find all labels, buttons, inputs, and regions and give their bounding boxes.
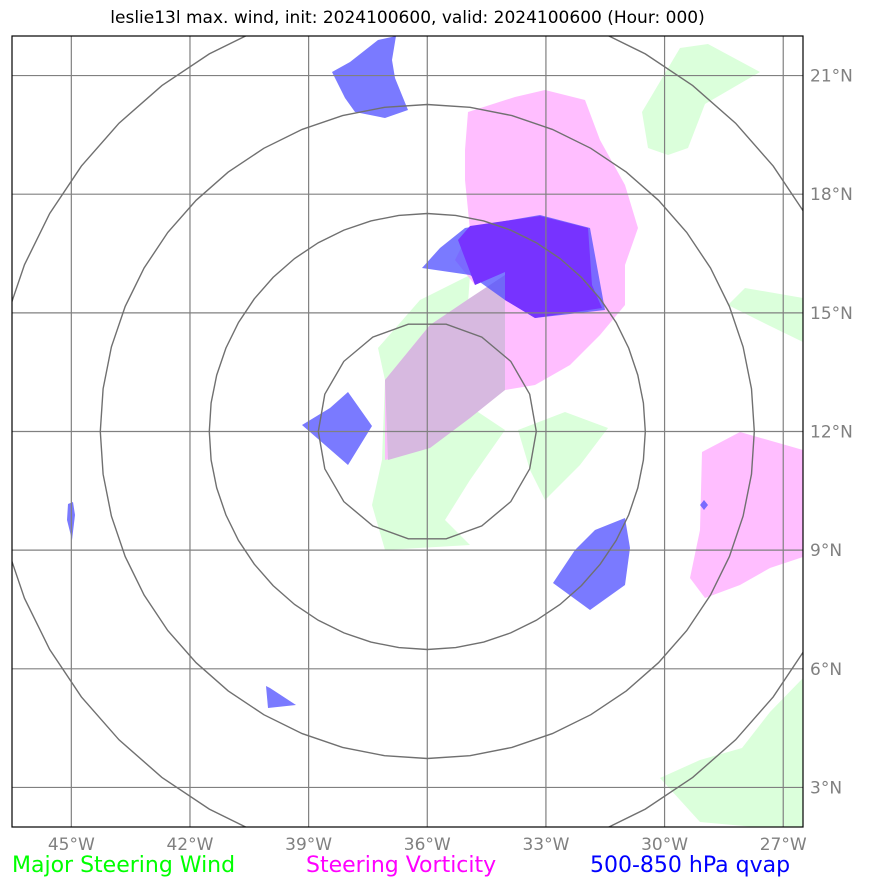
graticule: [12, 36, 803, 827]
latitude-tick-labels: 21°N 18°N 15°N 12°N 9°N 6°N 3°N: [810, 67, 853, 799]
longitude-tick-label: 33°W: [522, 835, 569, 855]
steering-vorticity-area-east: [690, 432, 803, 598]
range-rings: [12, 36, 803, 827]
steering-wind-area-south: [660, 678, 803, 827]
qvap-area-southwest: [266, 686, 296, 708]
steering-wind-area-mid: [518, 412, 608, 500]
legend-qvap: 500-850 hPa qvap: [590, 853, 791, 878]
latitude-tick-label: 21°N: [810, 67, 853, 87]
latitude-tick-label: 15°N: [810, 304, 853, 324]
latitude-tick-label: 6°N: [810, 660, 842, 680]
longitude-tick-labels: 45°W 42°W 39°W 36°W 33°W 30°W 27°W: [48, 835, 807, 855]
longitude-tick-label: 45°W: [48, 835, 95, 855]
longitude-tick-label: 30°W: [641, 835, 688, 855]
latitude-tick-label: 9°N: [810, 541, 842, 561]
longitude-tick-label: 39°W: [285, 835, 332, 855]
qvap-area-southeast: [553, 518, 630, 610]
range-ring: [99, 103, 756, 760]
qvap-area-dot: [700, 500, 708, 510]
map-title: leslie13l max. wind, init: 2024100600, v…: [110, 8, 705, 28]
longitude-tick-label: 42°W: [166, 835, 213, 855]
latitude-tick-label: 3°N: [810, 778, 842, 798]
map-frame: [11, 35, 804, 828]
longitude-tick-label: 36°W: [404, 835, 451, 855]
range-ring: [317, 323, 538, 540]
steering-wind-area-north: [642, 44, 760, 155]
range-ring: [208, 212, 647, 651]
qvap-area-core: [302, 392, 372, 465]
latitude-tick-label: 18°N: [810, 185, 853, 205]
vorticity-wind-overlap: [385, 275, 505, 460]
range-ring: [12, 36, 803, 827]
longitude-tick-label: 27°W: [760, 835, 807, 855]
legend-steering-wind: Major Steering Wind: [12, 853, 236, 878]
legend-steering-vorticity: Steering Vorticity: [306, 853, 497, 878]
steering-wind-area-east: [728, 288, 803, 342]
steering-wind-area-center: [372, 275, 505, 550]
qvap-vorticity-overlap: [458, 216, 602, 318]
latitude-tick-label: 12°N: [810, 423, 853, 443]
qvap-area-north: [332, 36, 408, 118]
